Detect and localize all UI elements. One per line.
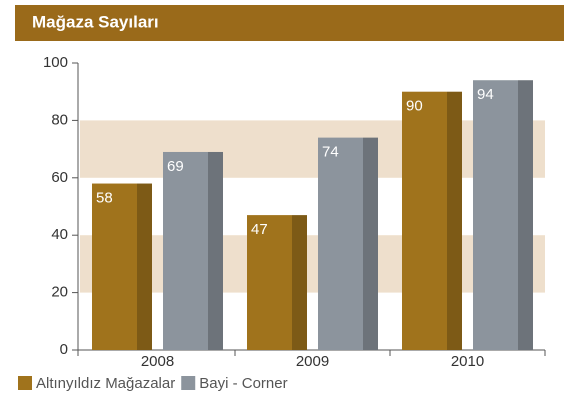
legend-label: Altınyıldız Mağazalar <box>36 375 175 392</box>
bar-side <box>292 215 307 350</box>
value-label: 90 <box>406 98 423 115</box>
x-tick-label: 2008 <box>141 353 174 370</box>
bar-side <box>447 91 462 350</box>
bar <box>473 80 533 350</box>
y-tick-label: 100 <box>43 54 68 71</box>
legend-swatch <box>18 376 32 390</box>
value-label: 74 <box>322 144 339 161</box>
chart-title: Mağaza Sayıları <box>32 12 159 31</box>
grid-band <box>80 120 545 178</box>
bar-side <box>363 137 378 350</box>
bar-front <box>473 80 518 350</box>
value-label: 47 <box>251 221 268 238</box>
y-tick-label: 20 <box>51 284 68 301</box>
bar <box>163 151 223 350</box>
y-tick-label: 80 <box>51 111 68 128</box>
y-tick-label: 60 <box>51 169 68 186</box>
value-label: 69 <box>167 158 184 175</box>
bar-front <box>163 151 208 350</box>
y-tick-label: 0 <box>60 341 68 358</box>
bar-side <box>518 80 533 350</box>
bar-side <box>208 151 223 350</box>
bar <box>247 215 307 350</box>
bar <box>318 137 378 350</box>
bar-front <box>402 91 447 350</box>
bar-side <box>137 183 152 350</box>
bar-front <box>318 137 363 350</box>
value-label: 58 <box>96 190 113 207</box>
bar <box>92 183 152 350</box>
legend-label: Bayi - Corner <box>199 375 287 392</box>
title-bar <box>15 5 564 41</box>
x-tick-label: 2010 <box>451 353 484 370</box>
bar <box>402 91 462 350</box>
x-tick-label: 2009 <box>296 353 329 370</box>
bar-front <box>92 183 137 350</box>
value-label: 94 <box>477 86 494 103</box>
bar-front <box>247 215 292 350</box>
legend-swatch <box>181 376 196 390</box>
y-tick-label: 40 <box>51 226 68 243</box>
grid-band <box>80 235 545 293</box>
